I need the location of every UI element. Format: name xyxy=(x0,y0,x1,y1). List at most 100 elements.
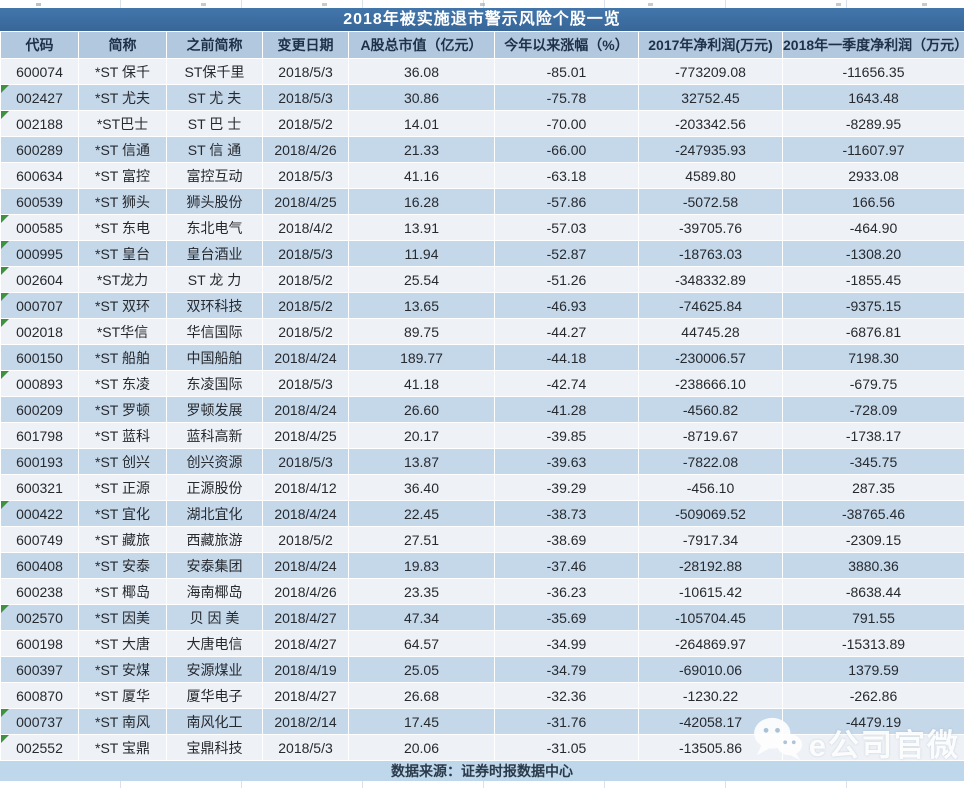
col-header-name: 简称 xyxy=(78,31,167,59)
cell-ytd-change: -39.85 xyxy=(494,422,639,449)
cell-ytd-change: -39.29 xyxy=(494,474,639,501)
cell-name: *ST龙力 xyxy=(78,266,167,293)
cell-market-cap: 26.60 xyxy=(348,396,495,423)
cell-prev-name: 大唐电信 xyxy=(166,630,263,657)
cell-prev-name: 厦华电子 xyxy=(166,682,263,709)
cell-ytd-change: -37.46 xyxy=(494,552,639,579)
cell-ytd-change: -52.87 xyxy=(494,240,639,267)
cell-code: 600193 xyxy=(0,448,79,475)
cell-prev-name: 东北电气 xyxy=(166,214,263,241)
cell-np-2017: -203342.56 xyxy=(638,110,783,137)
cell-market-cap: 47.34 xyxy=(348,604,495,631)
cell-name: *ST 东凌 xyxy=(78,370,167,397)
cell-change-date: 2018/5/3 xyxy=(262,370,349,397)
cell-np-2018q1: -1738.17 xyxy=(782,422,965,449)
cell-np-2017: -42058.17 xyxy=(638,708,783,735)
cell-market-cap: 14.01 xyxy=(348,110,495,137)
cell-np-2018q1: 7198.30 xyxy=(782,344,965,371)
cell-name: *ST 富控 xyxy=(78,162,167,189)
cell-market-cap: 11.94 xyxy=(348,240,495,267)
cell-np-2017: -264869.97 xyxy=(638,630,783,657)
cell-np-2017: -1230.22 xyxy=(638,682,783,709)
table-row: 600321 *ST 正源 正源股份 2018/4/12 36.40 -39.29 -456… xyxy=(0,474,965,501)
cell-np-2018q1: -464.90 xyxy=(782,214,965,241)
table-row: 600289 *ST 信通 ST 信 通 2018/4/26 21.33 -66.00 -2… xyxy=(0,136,965,163)
cell-code: 600074 xyxy=(0,58,79,85)
cell-ytd-change: -44.18 xyxy=(494,344,639,371)
table-row: 600408 *ST 安泰 安泰集团 2018/4/24 19.83 -37.46 -281… xyxy=(0,552,965,579)
cell-change-date: 2018/4/2 xyxy=(262,214,349,241)
cell-prev-name: 湖北宜化 xyxy=(166,500,263,527)
cell-name: *ST 狮头 xyxy=(78,188,167,215)
cell-change-date: 2018/5/2 xyxy=(262,292,349,319)
cell-name: *ST 大唐 xyxy=(78,630,167,657)
cell-change-date: 2018/4/12 xyxy=(262,474,349,501)
cell-name: *ST 宝鼎 xyxy=(78,734,167,761)
cell-code: 600238 xyxy=(0,578,79,605)
cell-name: *ST 东电 xyxy=(78,214,167,241)
cell-np-2017: -7917.34 xyxy=(638,526,783,553)
cell-code: 600408 xyxy=(0,552,79,579)
cell-market-cap: 19.83 xyxy=(348,552,495,579)
table-row: 002552 *ST 宝鼎 宝鼎科技 2018/5/3 20.06 -31.05 -1350… xyxy=(0,734,965,761)
cell-name: *ST 南风 xyxy=(78,708,167,735)
cell-code: 000707 xyxy=(0,292,79,319)
cell-code: 000422 xyxy=(0,500,79,527)
cell-market-cap: 17.45 xyxy=(348,708,495,735)
cell-name: *ST 因美 xyxy=(78,604,167,631)
cell-np-2018q1: -6876.81 xyxy=(782,318,965,345)
col-header-code: 代码 xyxy=(0,31,79,59)
col-header-ytd-change: 今年以来涨幅（%） xyxy=(494,31,639,59)
cell-name: *ST巴士 xyxy=(78,110,167,137)
cell-prev-name: 宝鼎科技 xyxy=(166,734,263,761)
cell-change-date: 2018/4/27 xyxy=(262,630,349,657)
cell-market-cap: 189.77 xyxy=(348,344,495,371)
cell-np-2017: -28192.88 xyxy=(638,552,783,579)
cell-np-2018q1: -262.86 xyxy=(782,682,965,709)
cell-market-cap: 64.57 xyxy=(348,630,495,657)
cell-market-cap: 21.33 xyxy=(348,136,495,163)
cell-market-cap: 27.51 xyxy=(348,526,495,553)
cell-np-2018q1: 1643.48 xyxy=(782,84,965,111)
cell-np-2018q1: 2933.08 xyxy=(782,162,965,189)
cell-name: *ST 椰岛 xyxy=(78,578,167,605)
cell-code: 002188 xyxy=(0,110,79,137)
cell-prev-name: 罗顿发展 xyxy=(166,396,263,423)
cell-name: *ST 船舶 xyxy=(78,344,167,371)
cell-np-2018q1: 1379.59 xyxy=(782,656,965,683)
cell-np-2017: -69010.06 xyxy=(638,656,783,683)
cell-name: *ST 皇台 xyxy=(78,240,167,267)
cell-code: 600321 xyxy=(0,474,79,501)
cell-np-2018q1: -9375.15 xyxy=(782,292,965,319)
cell-market-cap: 30.86 xyxy=(348,84,495,111)
table-row: 600870 *ST 厦华 厦华电子 2018/4/27 26.68 -32.36 -123… xyxy=(0,682,965,709)
cell-np-2017: 32752.45 xyxy=(638,84,783,111)
cell-np-2018q1: -2309.15 xyxy=(782,526,965,553)
col-header-market-cap: A股总市值（亿元） xyxy=(348,31,495,59)
cell-ytd-change: -46.93 xyxy=(494,292,639,319)
cell-code: 002018 xyxy=(0,318,79,345)
cell-ytd-change: -44.27 xyxy=(494,318,639,345)
cell-ytd-change: -63.18 xyxy=(494,162,639,189)
cell-code: 600870 xyxy=(0,682,79,709)
cell-np-2018q1: 287.35 xyxy=(782,474,965,501)
table-row: 000707 *ST 双环 双环科技 2018/5/2 13.65 -46.93 -7462… xyxy=(0,292,965,319)
cell-market-cap: 25.05 xyxy=(348,656,495,683)
cell-market-cap: 13.87 xyxy=(348,448,495,475)
cell-np-2017: -74625.84 xyxy=(638,292,783,319)
cell-np-2017: 44745.28 xyxy=(638,318,783,345)
cell-np-2017: -456.10 xyxy=(638,474,783,501)
cell-ytd-change: -38.69 xyxy=(494,526,639,553)
cell-np-2018q1: -1855.45 xyxy=(782,266,965,293)
table-row: 002018 *ST华信 华信国际 2018/5/2 89.75 -44.27 44745.… xyxy=(0,318,965,345)
cell-prev-name: 海南椰岛 xyxy=(166,578,263,605)
cell-prev-name: 双环科技 xyxy=(166,292,263,319)
cell-change-date: 2018/5/3 xyxy=(262,162,349,189)
cell-np-2017: -348332.89 xyxy=(638,266,783,293)
table-row: 000995 *ST 皇台 皇台酒业 2018/5/3 11.94 -52.87 -1876… xyxy=(0,240,965,267)
table-row: 000585 *ST 东电 东北电气 2018/4/2 13.91 -57.03 -3970… xyxy=(0,214,965,241)
cell-market-cap: 89.75 xyxy=(348,318,495,345)
cell-change-date: 2018/5/3 xyxy=(262,448,349,475)
cell-change-date: 2018/4/26 xyxy=(262,578,349,605)
cell-change-date: 2018/2/14 xyxy=(262,708,349,735)
